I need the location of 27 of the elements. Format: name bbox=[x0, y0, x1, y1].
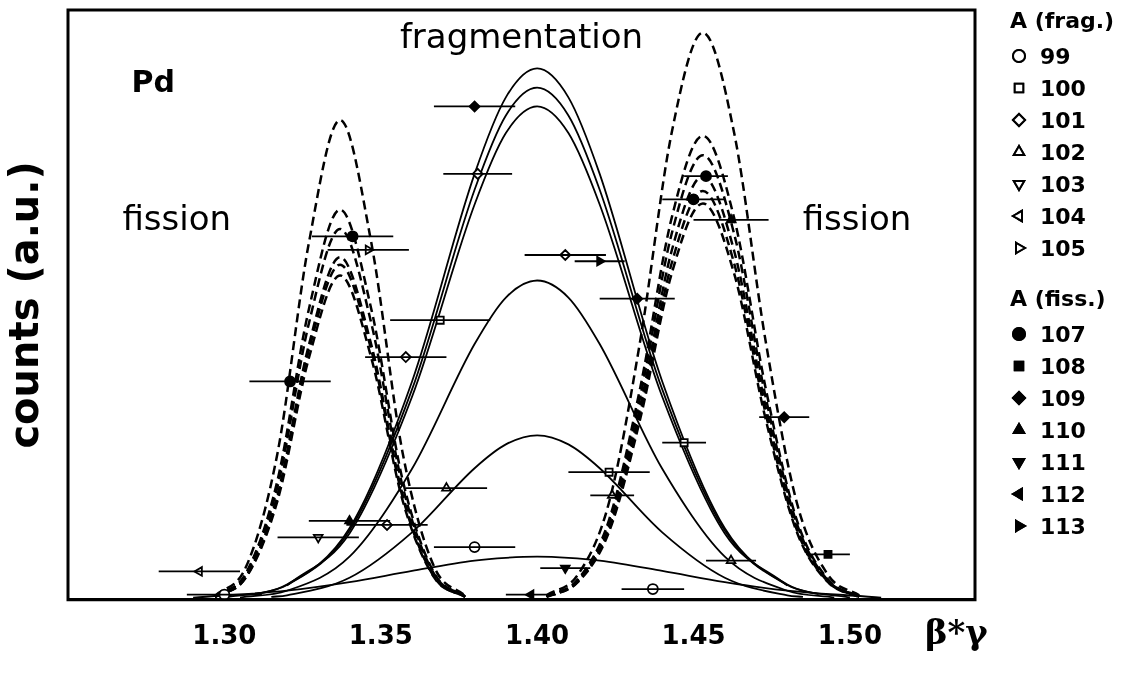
x-axis-title: β*γ bbox=[925, 611, 989, 652]
legend-label: 110 bbox=[1040, 417, 1086, 443]
legend-label: 111 bbox=[1040, 449, 1086, 475]
x-tick-label: 1.45 bbox=[661, 620, 726, 651]
legend-label: 107 bbox=[1040, 321, 1086, 347]
legend-label: 102 bbox=[1040, 139, 1086, 165]
legend-label: 101 bbox=[1040, 107, 1086, 133]
text: A (fiss.) bbox=[1010, 286, 1107, 313]
legend-title: A (frag.) bbox=[1010, 8, 1115, 35]
annotation: fission bbox=[122, 198, 232, 239]
annotation: fragmentation bbox=[399, 15, 644, 56]
annotation: fission bbox=[802, 198, 912, 239]
y-axis-title: counts (a.u.) bbox=[1, 161, 48, 449]
x-tick-label: 1.40 bbox=[505, 620, 570, 651]
x-tick-label: 1.30 bbox=[192, 620, 257, 651]
x-tick-label: 1.50 bbox=[817, 620, 882, 651]
x-tick-label: 1.35 bbox=[348, 620, 413, 651]
legend-label: 108 bbox=[1040, 353, 1086, 379]
legend-label: 103 bbox=[1040, 171, 1086, 197]
annotation: Pd bbox=[131, 63, 175, 99]
legend-label: 105 bbox=[1040, 235, 1086, 261]
legend-label: 104 bbox=[1040, 203, 1086, 229]
legend-label: 112 bbox=[1040, 481, 1086, 507]
legend-label: 99 bbox=[1040, 43, 1071, 69]
legend-label: 100 bbox=[1040, 75, 1086, 101]
legend-label: 109 bbox=[1040, 385, 1086, 411]
legend-label: 113 bbox=[1040, 513, 1086, 539]
